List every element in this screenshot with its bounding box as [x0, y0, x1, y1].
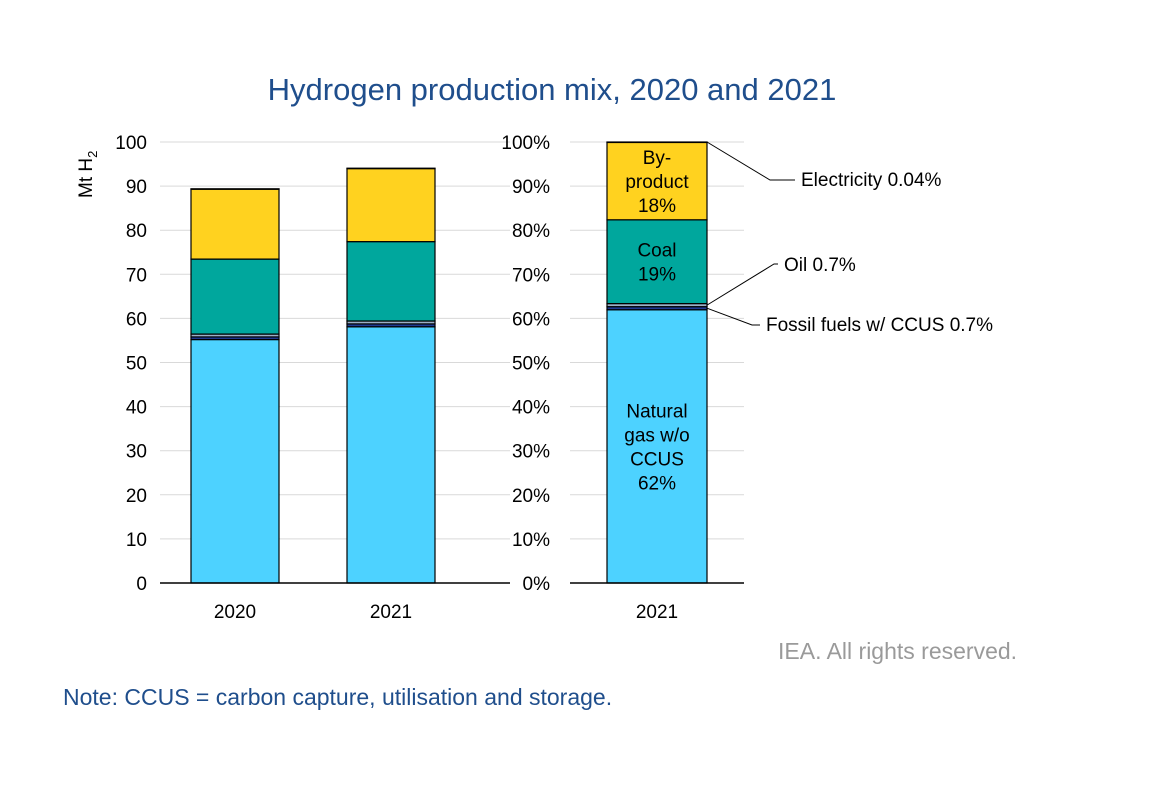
x-category-label: 2021 — [370, 602, 412, 623]
bar-segment-coal — [190, 258, 280, 335]
y-tick-label: 0 — [136, 574, 147, 595]
y-tick-label: 50% — [512, 354, 550, 375]
bar-segment-electricity — [190, 188, 280, 190]
bar-segment-by-product — [190, 188, 280, 260]
bar-inside-label: product — [625, 172, 689, 193]
bar-inside-label: By- — [643, 148, 672, 169]
y-tick-label: 90% — [512, 177, 550, 198]
bar-segment-coal — [606, 219, 708, 305]
bar-inside-label: 19% — [638, 265, 676, 286]
bar-segment-electricity — [606, 141, 708, 144]
y-tick-label: 90 — [126, 177, 147, 198]
y-axis-label: Mt H2 — [76, 151, 100, 198]
y-tick-label: 80 — [126, 221, 147, 242]
note-text: Note: CCUS = carbon capture, utilisation… — [63, 684, 613, 710]
y-tick-label: 10% — [512, 530, 550, 551]
bar-segment-natural-gas — [190, 338, 280, 584]
y-tick-label: 40% — [512, 398, 550, 419]
y-tick-label: 100% — [501, 133, 550, 154]
bar-segment-coal — [346, 241, 436, 322]
callout-leader-line — [706, 307, 760, 326]
x-category-label: 2020 — [214, 602, 256, 623]
y-tick-label: 80% — [512, 221, 550, 242]
callout-leader-line — [706, 141, 795, 181]
bar-segment-electricity — [346, 167, 436, 170]
y-tick-label: 100 — [115, 133, 147, 154]
y-tick-label: 30 — [126, 442, 147, 463]
bar-segment-by-product — [346, 167, 436, 243]
y-tick-label: 70 — [126, 265, 147, 286]
y-tick-label: 50 — [126, 354, 147, 375]
bar-inside-label: 18% — [638, 196, 676, 217]
y-tick-label: 30% — [512, 442, 550, 463]
y-tick-label: 60% — [512, 309, 550, 330]
y-tick-label: 60 — [126, 309, 147, 330]
y-tick-label: 20 — [126, 486, 147, 507]
y-tick-label: 0% — [523, 574, 551, 595]
callout-label: Oil 0.7% — [784, 255, 856, 276]
y-tick-label: 20% — [512, 486, 550, 507]
bar-segment-natural-gas — [346, 326, 436, 584]
y-tick-label: 70% — [512, 265, 550, 286]
y-tick-label: 10 — [126, 530, 147, 551]
callout-label: Electricity 0.04% — [801, 170, 942, 191]
bar-inside-label: CCUS — [630, 449, 684, 470]
chart-title: Hydrogen production mix, 2020 and 2021 — [267, 72, 837, 107]
callout-label: Fossil fuels w/ CCUS 0.7% — [766, 315, 993, 336]
x-category-label: 2021 — [636, 602, 678, 623]
bar-inside-label: 62% — [638, 473, 676, 494]
credit-text: IEA. All rights reserved. — [778, 638, 1018, 664]
bar-inside-label: Natural — [626, 401, 687, 422]
bar-segment-natural-gas — [606, 309, 708, 584]
callout-leader-line — [706, 263, 778, 306]
y-tick-label: 40 — [126, 398, 147, 419]
bar-segment-by-product — [606, 141, 708, 221]
bar-inside-label: gas w/o — [624, 425, 689, 446]
bar-inside-label: Coal — [637, 241, 676, 262]
